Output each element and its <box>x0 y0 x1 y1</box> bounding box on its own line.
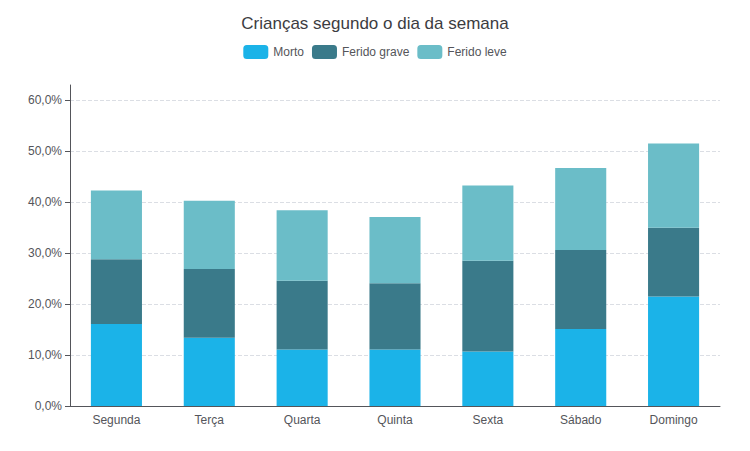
svg-text:Quinta: Quinta <box>377 413 413 427</box>
svg-text:Sábado: Sábado <box>560 413 602 427</box>
svg-text:20,0%: 20,0% <box>28 297 62 311</box>
svg-text:Segunda: Segunda <box>92 413 140 427</box>
svg-text:Terça: Terça <box>195 413 225 427</box>
svg-text:Domingo: Domingo <box>650 413 698 427</box>
svg-text:50,0%: 50,0% <box>28 144 62 158</box>
svg-text:10,0%: 10,0% <box>28 348 62 362</box>
svg-text:Ferido grave: Ferido grave <box>342 45 410 59</box>
svg-text:60,0%: 60,0% <box>28 93 62 107</box>
svg-text:Crianças segundo o dia da sema: Crianças segundo o dia da semana <box>241 14 509 33</box>
svg-text:Sexta: Sexta <box>473 413 504 427</box>
svg-text:30,0%: 30,0% <box>28 246 62 260</box>
svg-text:40,0%: 40,0% <box>28 195 62 209</box>
svg-text:Morto: Morto <box>273 45 304 59</box>
svg-text:Ferido leve: Ferido leve <box>447 45 507 59</box>
svg-text:Quarta: Quarta <box>284 413 321 427</box>
svg-text:0,0%: 0,0% <box>35 399 63 413</box>
